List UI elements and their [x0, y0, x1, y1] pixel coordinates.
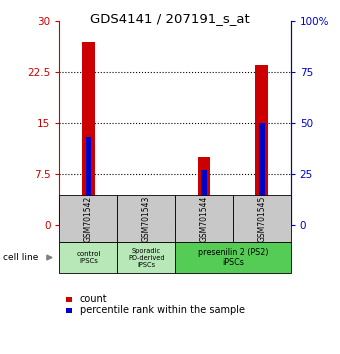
- Text: cell line: cell line: [3, 253, 39, 262]
- Text: Sporadic
PD-derived
iPSCs: Sporadic PD-derived iPSCs: [128, 247, 165, 268]
- Bar: [201, 170, 207, 225]
- Text: percentile rank within the sample: percentile rank within the sample: [80, 306, 245, 315]
- Bar: [143, 212, 149, 225]
- Text: GSM701542: GSM701542: [84, 195, 93, 242]
- Text: GSM701545: GSM701545: [257, 195, 266, 242]
- Text: GDS4141 / 207191_s_at: GDS4141 / 207191_s_at: [90, 12, 250, 25]
- Bar: [198, 157, 210, 225]
- Text: GSM701544: GSM701544: [200, 195, 208, 242]
- Bar: [140, 215, 153, 225]
- Bar: [85, 137, 91, 225]
- Text: GSM701543: GSM701543: [142, 195, 151, 242]
- Text: presenilin 2 (PS2)
iPSCs: presenilin 2 (PS2) iPSCs: [198, 248, 268, 267]
- Bar: [66, 308, 72, 313]
- Bar: [66, 297, 72, 302]
- Bar: [82, 42, 95, 225]
- Text: count: count: [80, 294, 107, 304]
- Text: control
IPSCs: control IPSCs: [76, 251, 101, 264]
- Bar: [255, 65, 268, 225]
- Bar: [259, 123, 265, 225]
